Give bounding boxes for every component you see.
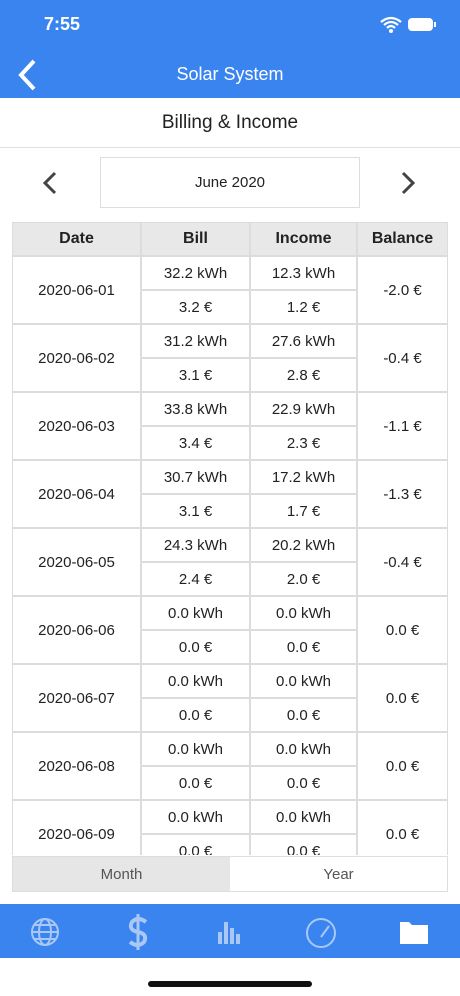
income-eur: 0.0 € [250, 834, 357, 855]
balance-cell: 0.0 € [357, 732, 448, 800]
bill-eur: 0.0 € [141, 834, 250, 855]
section-title: Billing & Income [0, 98, 460, 148]
tab-year[interactable]: Year [323, 865, 354, 883]
date-cell: 2020-06-04 [12, 460, 141, 528]
income-kwh: 22.9 kWh [250, 392, 357, 426]
bill-kwh: 0.0 kWh [141, 664, 250, 698]
bill-kwh: 30.7 kWh [141, 460, 250, 494]
date-cell: 2020-06-06 [12, 596, 141, 664]
bill-eur: 3.1 € [141, 494, 250, 528]
date-cell: 2020-06-07 [12, 664, 141, 732]
income-kwh: 12.3 kWh [250, 256, 357, 290]
date-cell: 2020-06-09 [12, 800, 141, 855]
balance-cell: -0.4 € [357, 528, 448, 596]
nav-title: Solar System [176, 63, 284, 84]
segmented-control: Month Year [12, 856, 448, 892]
tab-month[interactable]: Month [13, 857, 230, 891]
bill-kwh: 0.0 kWh [141, 800, 250, 834]
status-icons [380, 16, 436, 33]
date-cell: 2020-06-02 [12, 324, 141, 392]
column-header: Date [12, 222, 141, 256]
header-bar [0, 0, 460, 98]
income-kwh: 0.0 kWh [250, 800, 357, 834]
income-kwh: 0.0 kWh [250, 596, 357, 630]
next-month[interactable] [398, 170, 418, 196]
bill-eur: 2.4 € [141, 562, 250, 596]
folder-icon[interactable] [400, 922, 428, 944]
income-kwh: 20.2 kWh [250, 528, 357, 562]
tab-icons [31, 914, 428, 950]
bill-kwh: 32.2 kWh [141, 256, 250, 290]
income-eur: 2.0 € [250, 562, 357, 596]
income-eur: 1.7 € [250, 494, 357, 528]
globe-icon[interactable] [31, 918, 59, 946]
date-cell: 2020-06-01 [12, 256, 141, 324]
balance-cell: -0.4 € [357, 324, 448, 392]
bill-kwh: 0.0 kWh [141, 596, 250, 630]
date-cell: 2020-06-03 [12, 392, 141, 460]
bill-kwh: 0.0 kWh [141, 732, 250, 766]
dollar-icon[interactable] [128, 914, 148, 950]
bill-kwh: 24.3 kWh [141, 528, 250, 562]
billing-table: Date Bill Income Balance 2020-06-01 32.2 kWh 3… [12, 222, 448, 855]
prev-month[interactable] [40, 170, 60, 196]
balance-cell: 0.0 € [357, 800, 448, 855]
bill-eur: 3.4 € [141, 426, 250, 460]
income-eur: 0.0 € [250, 630, 357, 664]
bill-eur: 0.0 € [141, 698, 250, 732]
chart-icon[interactable] [218, 922, 240, 944]
bill-kwh: 33.8 kWh [141, 392, 250, 426]
home-indicator [148, 981, 312, 987]
bill-eur: 3.2 € [141, 290, 250, 324]
date-cell: 2020-06-08 [12, 732, 141, 800]
income-eur: 0.0 € [250, 698, 357, 732]
month-picker[interactable]: June 2020 [100, 157, 360, 208]
income-eur: 2.8 € [250, 358, 357, 392]
date-cell: 2020-06-05 [12, 528, 141, 596]
bill-kwh: 31.2 kWh [141, 324, 250, 358]
balance-cell: 0.0 € [357, 664, 448, 732]
income-kwh: 27.6 kWh [250, 324, 357, 358]
column-header: Balance [357, 222, 448, 256]
income-eur: 1.2 € [250, 290, 357, 324]
balance-cell: 0.0 € [357, 596, 448, 664]
balance-cell: -2.0 € [357, 256, 448, 324]
gauge-icon[interactable] [306, 918, 336, 948]
status-time: 7:55 [44, 14, 81, 34]
income-eur: 2.3 € [250, 426, 357, 460]
balance-cell: -1.1 € [357, 392, 448, 460]
income-kwh: 0.0 kWh [250, 664, 357, 698]
income-kwh: 0.0 kWh [250, 732, 357, 766]
bill-eur: 0.0 € [141, 630, 250, 664]
column-header: Bill [141, 222, 250, 256]
bill-eur: 0.0 € [141, 766, 250, 800]
column-header: Income [250, 222, 357, 256]
income-kwh: 17.2 kWh [250, 460, 357, 494]
balance-cell: -1.3 € [357, 460, 448, 528]
bill-eur: 3.1 € [141, 358, 250, 392]
back-button[interactable] [14, 58, 40, 92]
income-eur: 0.0 € [250, 766, 357, 800]
